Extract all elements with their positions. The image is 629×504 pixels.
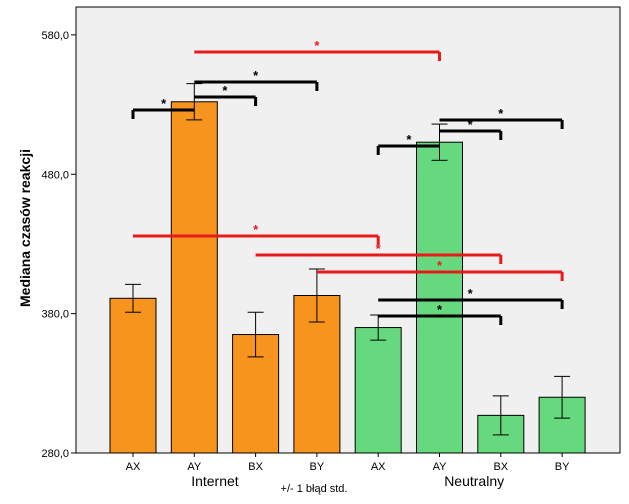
bar	[354, 327, 402, 454]
significance-star: *	[437, 302, 443, 317]
x-tick-label: BY	[555, 461, 570, 473]
significance-bracket: *	[439, 117, 503, 140]
significance-star: *	[222, 83, 228, 98]
significance-star: *	[161, 96, 167, 111]
significance-bracket: *	[194, 68, 319, 91]
significance-bracket: *	[378, 302, 503, 325]
y-tick-label: 580,0	[41, 30, 69, 42]
bar	[109, 297, 157, 454]
significance-star: *	[468, 286, 474, 301]
significance-bracket: *	[376, 132, 440, 155]
significance-star: *	[314, 38, 320, 53]
x-tick-label: AX	[371, 461, 386, 473]
bar	[170, 101, 218, 454]
significance-bracket: *	[316, 258, 564, 281]
y-tick-label: 480,0	[41, 169, 69, 181]
significance-star: *	[437, 258, 443, 273]
group-label: Neutralny	[444, 473, 504, 489]
significance-star: *	[468, 117, 474, 132]
error-bar-footnote: +/- 1 błąd std.	[281, 483, 348, 495]
x-tick-label: AX	[126, 461, 141, 473]
significance-bracket: *	[255, 241, 503, 264]
significance-star: *	[406, 132, 412, 147]
significance-bracket: *	[439, 106, 564, 129]
significance-bracket: *	[131, 96, 195, 119]
bar	[538, 396, 586, 454]
plot-area	[75, 6, 621, 454]
x-tick-label: BY	[310, 461, 325, 473]
bar	[416, 141, 463, 454]
significance-bracket: *	[378, 286, 564, 309]
group-label: Internet	[191, 473, 239, 489]
x-tick-label: BX	[493, 461, 508, 473]
significance-star: *	[376, 241, 382, 256]
significance-bracket: *	[194, 83, 258, 106]
significance-bracket: *	[194, 38, 441, 61]
y-axis-label: Mediana czasów reakcji	[17, 149, 33, 307]
y-tick-label: 380,0	[41, 309, 69, 321]
significance-star: *	[253, 68, 259, 83]
significance-star: *	[498, 106, 504, 121]
significance-bracket: *	[133, 222, 380, 245]
y-tick-label: 280,0	[41, 448, 69, 460]
x-tick-label: AY	[187, 461, 202, 473]
significance-star: *	[253, 222, 259, 237]
x-tick-label: BX	[248, 461, 263, 473]
x-tick-label: AY	[433, 461, 448, 473]
